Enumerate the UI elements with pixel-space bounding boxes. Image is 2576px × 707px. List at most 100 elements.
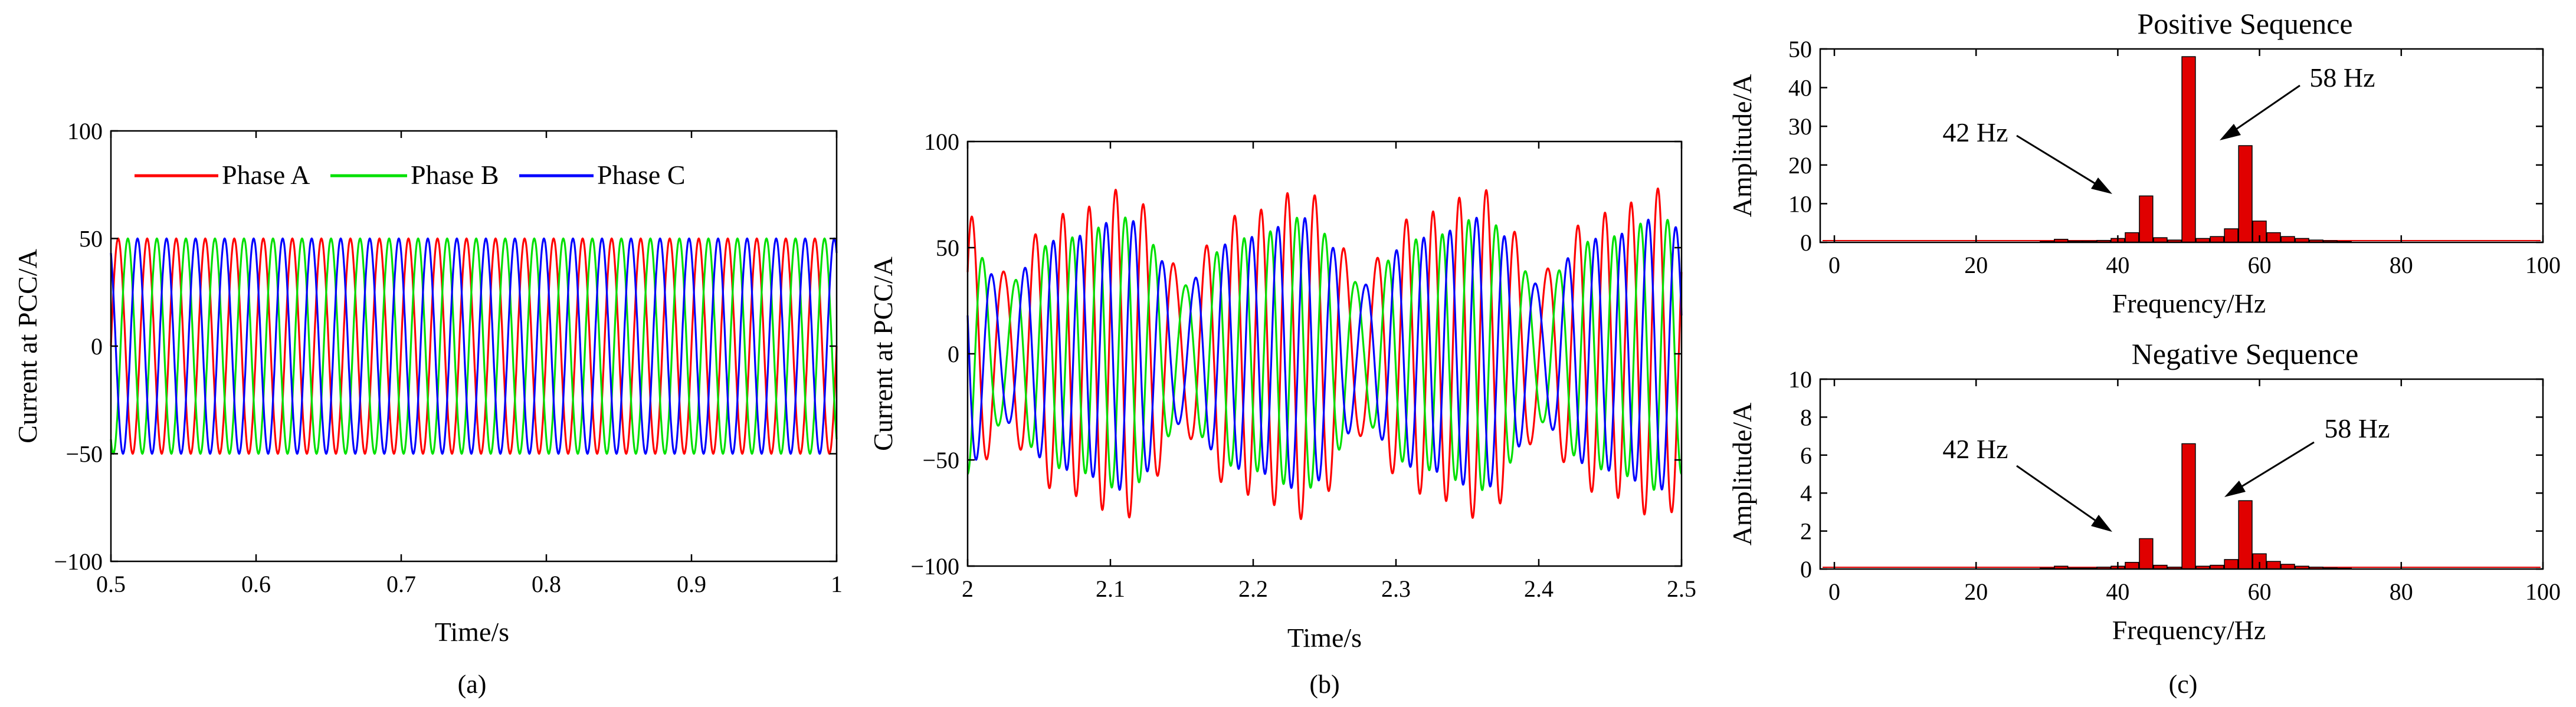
b-y-tick-label: 0 [948, 341, 959, 367]
c-pos-bar [2125, 232, 2139, 243]
c-pos-x-tick-label: 20 [1964, 252, 1988, 278]
c-pos-y-tick-label: 0 [1800, 229, 1812, 256]
c-neg-x-tick-label: 20 [1964, 578, 1988, 605]
c-pos-bar [2210, 236, 2224, 243]
annotation-42hz-negative: 42 Hz [1942, 434, 2008, 464]
a-y-tick-label: 0 [91, 333, 103, 360]
series-line-b-phase-c [966, 216, 1683, 491]
c-pos-bar [2280, 236, 2295, 243]
c-neg-y-tick-label: 0 [1800, 556, 1812, 583]
b-y-tick-label: −100 [910, 553, 959, 580]
arrowhead-58hz-positive [2220, 124, 2241, 140]
arrowhead-58hz-negative [2224, 481, 2246, 497]
annotation-58hz-negative: 58 Hz [2324, 413, 2390, 443]
annotation-arrow-42hz-positive [2016, 134, 2102, 189]
plot-area-a [110, 237, 838, 455]
a-x-tick-label: 0.9 [677, 571, 706, 597]
c-neg-bar [2139, 538, 2154, 570]
title-positive-sequence: Positive Sequence [2137, 7, 2352, 40]
series-line-b-phase-a [966, 188, 1683, 520]
c-neg-y-tick-label: 2 [1800, 518, 1812, 545]
arrowhead-42hz-positive [2091, 177, 2112, 194]
axes-frame-c-positive [1819, 48, 2544, 244]
c-neg-bar [2181, 443, 2196, 570]
a-x-tick-label: 1 [831, 571, 843, 597]
a-x-tick-label: 0.8 [532, 571, 561, 597]
series-line-a-phase-a [110, 237, 838, 455]
c-pos-x-tick-label: 0 [1828, 252, 1840, 278]
a-x-tick-label: 0.6 [241, 571, 271, 597]
b-x-tick-label: 2.1 [1096, 576, 1125, 602]
a-y-tick-label: −50 [65, 441, 103, 468]
b-x-tick-label: 2 [962, 576, 974, 602]
axes-frame-c-negative [1819, 378, 2544, 570]
b-y-tick-label: −50 [922, 447, 959, 473]
c-neg-y-tick-label: 6 [1800, 442, 1812, 469]
annotation-arrow-42hz-negative [2016, 465, 2102, 526]
ticks-b: 2 2.1 2.2 2.3 2.4 2.5 100 50 0 −50 −100 [910, 129, 1696, 602]
c-neg-x-tick-label: 60 [2248, 578, 2272, 605]
c-neg-bar [2266, 561, 2281, 570]
b-x-tick-label: 2.5 [1667, 576, 1696, 602]
plot-area-b [966, 188, 1683, 520]
caption-b: (b) [1309, 670, 1339, 699]
c-neg-x-tick-label: 0 [1828, 578, 1840, 605]
arrowhead-42hz-negative [2091, 515, 2112, 532]
c-pos-y-tick-label: 10 [1788, 190, 1812, 217]
b-y-tick-label: 100 [924, 129, 959, 155]
a-x-tick-label: 0.5 [96, 571, 126, 597]
y-axis-label-c-positive: Amplitude/A [1727, 74, 1757, 218]
legend-label-phase-c: Phase C [597, 160, 686, 190]
c-neg-y-tick-label: 10 [1788, 366, 1812, 393]
plot-area-c-negative [1823, 443, 2541, 570]
c-pos-x-tick-label: 40 [2106, 252, 2129, 278]
x-axis-label-a: Time/s [435, 617, 509, 647]
c-pos-y-tick-label: 50 [1788, 36, 1812, 63]
y-axis-label-c-negative: Amplitude/A [1727, 403, 1757, 546]
ticks-a: 0.5 0.6 0.7 0.8 0.9 1 100 50 0 −50 −100 [54, 118, 843, 597]
a-y-tick-label: 100 [67, 118, 103, 144]
c-neg-bar [2224, 559, 2239, 570]
c-pos-x-tick-label: 100 [2525, 252, 2561, 278]
a-x-tick-label: 0.7 [386, 571, 416, 597]
panel-b: 2 2.1 2.2 2.3 2.4 2.5 100 50 0 −50 −100 Time/s Cur… [868, 129, 1696, 699]
y-axis-label-b: Current at PCC/A [868, 257, 898, 451]
c-pos-bar [2139, 195, 2154, 243]
c-pos-y-tick-label: 30 [1788, 113, 1812, 140]
c-neg-bar [2125, 561, 2139, 570]
a-y-tick-label: 50 [79, 226, 103, 252]
c-pos-bar [2181, 56, 2196, 243]
legend-label-phase-a: Phase A [222, 160, 310, 190]
title-negative-sequence: Negative Sequence [2132, 337, 2359, 370]
x-axis-label-b: Time/s [1287, 623, 1362, 653]
c-neg-y-tick-label: 8 [1800, 404, 1812, 430]
b-y-tick-label: 50 [936, 235, 959, 261]
legend-label-phase-b: Phase B [411, 160, 499, 190]
c-pos-y-tick-label: 20 [1788, 152, 1812, 179]
c-neg-x-tick-label: 40 [2106, 578, 2129, 605]
annotation-42hz-positive: 42 Hz [1942, 117, 2008, 147]
caption-c: (c) [2169, 670, 2198, 699]
c-neg-y-tick-label: 4 [1800, 480, 1812, 507]
c-pos-x-tick-label: 60 [2248, 252, 2272, 278]
plot-area-c-positive [1823, 56, 2541, 243]
annotation-58hz-positive: 58 Hz [2309, 63, 2375, 93]
b-x-tick-label: 2.3 [1381, 576, 1411, 602]
x-axis-label-c-negative: Frequency/Hz [2112, 615, 2266, 645]
c-pos-bar [2238, 145, 2253, 243]
series-line-a-phase-c [110, 237, 838, 455]
series-line-a-phase-b [110, 237, 838, 455]
b-x-tick-label: 2.4 [1524, 576, 1554, 602]
a-y-tick-label: −100 [54, 548, 103, 575]
b-x-tick-label: 2.2 [1238, 576, 1268, 602]
c-pos-y-tick-label: 40 [1788, 75, 1812, 101]
series-line-b-phase-b [966, 216, 1683, 491]
annotation-arrow-58hz-positive [2230, 84, 2300, 134]
caption-a: (a) [458, 670, 487, 699]
c-pos-bar [2224, 228, 2239, 243]
c-pos-bar [2266, 232, 2281, 243]
annotation-arrow-58hz-negative [2234, 441, 2315, 492]
